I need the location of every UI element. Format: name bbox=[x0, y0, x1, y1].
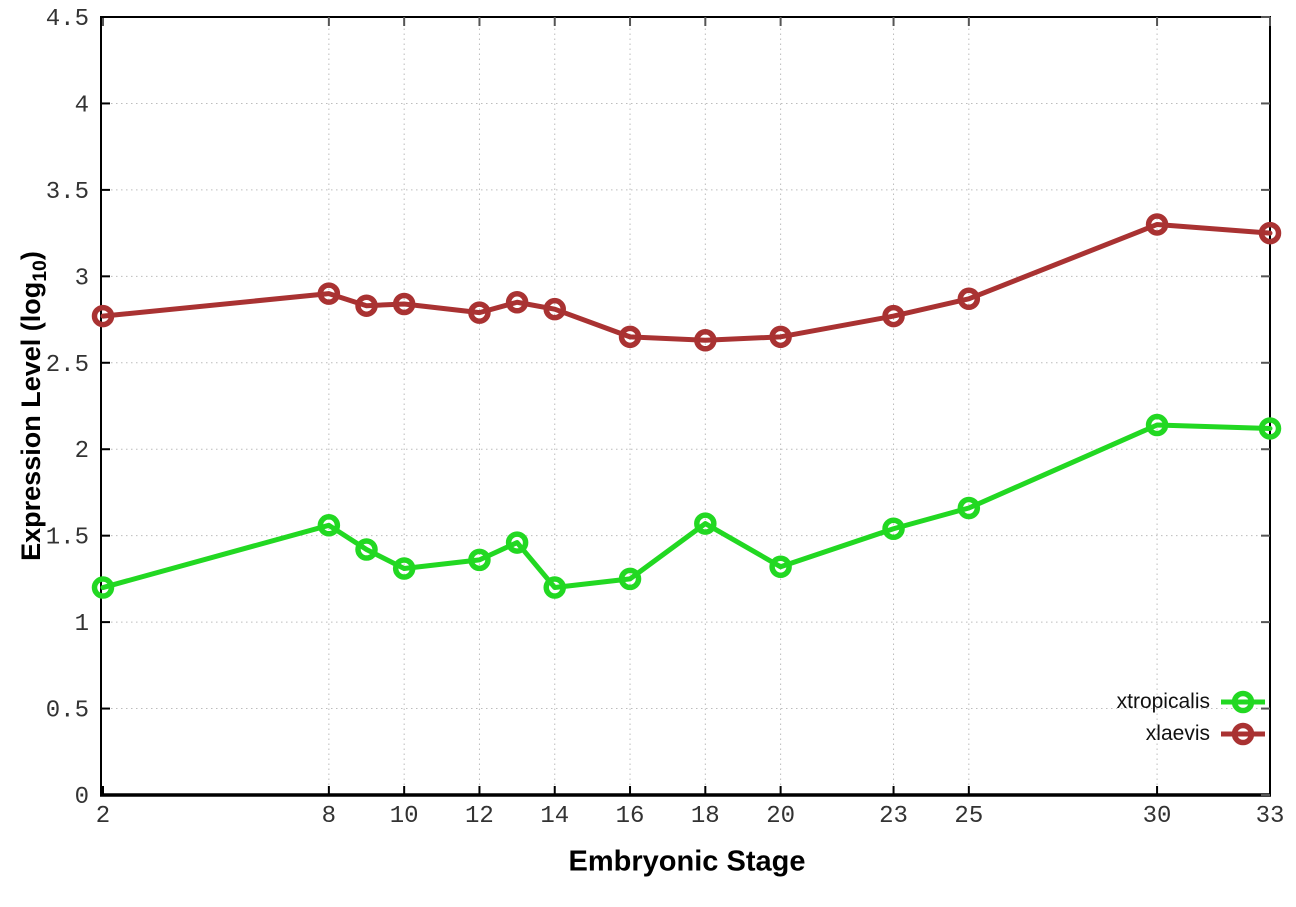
x-tick-label: 12 bbox=[465, 803, 494, 830]
y-tick-label: 3 bbox=[75, 265, 89, 292]
x-tick-label: 30 bbox=[1143, 803, 1172, 830]
x-tick-label: 16 bbox=[616, 803, 645, 830]
x-tick-label: 33 bbox=[1256, 803, 1285, 830]
y-tick-label: 2 bbox=[75, 438, 89, 465]
x-tick-label: 14 bbox=[540, 803, 569, 830]
x-tick-label: 10 bbox=[390, 803, 419, 830]
data-point-xtropicalis bbox=[957, 496, 981, 520]
y-tick-label: 4.5 bbox=[46, 6, 89, 33]
data-point-xlaevis bbox=[317, 282, 341, 305]
y-tick-label: 0 bbox=[75, 784, 89, 811]
data-point-xlaevis bbox=[1258, 221, 1282, 245]
data-point-xtropicalis bbox=[317, 514, 341, 537]
data-point-xlaevis bbox=[882, 304, 905, 328]
data-point-xtropicalis bbox=[882, 517, 905, 541]
series-line-xlaevis bbox=[100, 221, 1273, 343]
x-axis-title: Embryonic Stage bbox=[568, 845, 806, 878]
x-tick-label: 2 bbox=[96, 803, 110, 830]
data-point-xlaevis bbox=[769, 325, 792, 349]
data-point-xlaevis bbox=[957, 287, 981, 311]
data-point-xtropicalis bbox=[392, 557, 416, 580]
data-point-xtropicalis bbox=[468, 548, 491, 572]
y-tick-label: 2.5 bbox=[46, 352, 89, 379]
y-axis-title-subscript: 10 bbox=[29, 260, 52, 282]
legend: xtropicalis xlaevis bbox=[1117, 686, 1266, 749]
x-tick-label: 25 bbox=[954, 803, 983, 830]
data-point-xlaevis bbox=[505, 291, 529, 314]
y-tick-label: 0.5 bbox=[46, 698, 89, 725]
data-point-xlaevis bbox=[355, 294, 378, 317]
legend-item-xtropicalis: xtropicalis bbox=[1117, 686, 1266, 717]
y-tick-label: 4 bbox=[75, 92, 89, 119]
data-point-xlaevis bbox=[543, 297, 566, 321]
x-tick-label: 8 bbox=[322, 803, 336, 830]
data-point-xtropicalis bbox=[1258, 417, 1282, 440]
legend-label: xtropicalis bbox=[1116, 689, 1210, 713]
data-point-xlaevis bbox=[392, 292, 416, 316]
y-tick-label: 1.5 bbox=[46, 525, 89, 552]
legend-item-xlaevis: xlaevis bbox=[1117, 718, 1266, 749]
data-point-xlaevis bbox=[91, 304, 115, 328]
data-point-xtropicalis bbox=[543, 576, 566, 599]
data-point-xtropicalis bbox=[769, 555, 792, 579]
x-tick-label: 18 bbox=[691, 803, 720, 830]
plot-border bbox=[100, 16, 1271, 796]
data-point-xtropicalis bbox=[91, 576, 115, 599]
data-point-xlaevis bbox=[1145, 213, 1169, 236]
y-axis-title-text: Expression Level (log bbox=[15, 281, 46, 561]
data-point-xtropicalis bbox=[355, 538, 378, 561]
y-axis-title-close: ) bbox=[15, 251, 46, 261]
legend-marker-icon bbox=[1221, 722, 1265, 745]
y-tick-label: 1 bbox=[75, 611, 89, 638]
legend-marker-icon bbox=[1221, 690, 1265, 713]
data-point-xtropicalis bbox=[505, 531, 529, 554]
data-point-xtropicalis bbox=[1145, 413, 1169, 437]
y-axis-title: Expression Level (log10) bbox=[16, 251, 52, 561]
legend-label: xlaevis bbox=[1145, 721, 1210, 745]
x-tick-label: 23 bbox=[879, 803, 908, 830]
data-point-xtropicalis bbox=[694, 512, 717, 535]
data-point-xlaevis bbox=[468, 301, 491, 324]
data-point-xlaevis bbox=[694, 329, 717, 352]
data-point-xtropicalis bbox=[618, 567, 642, 591]
y-tick-label: 3.5 bbox=[46, 179, 89, 206]
data-point-xlaevis bbox=[618, 325, 642, 349]
x-tick-label: 20 bbox=[766, 803, 795, 830]
